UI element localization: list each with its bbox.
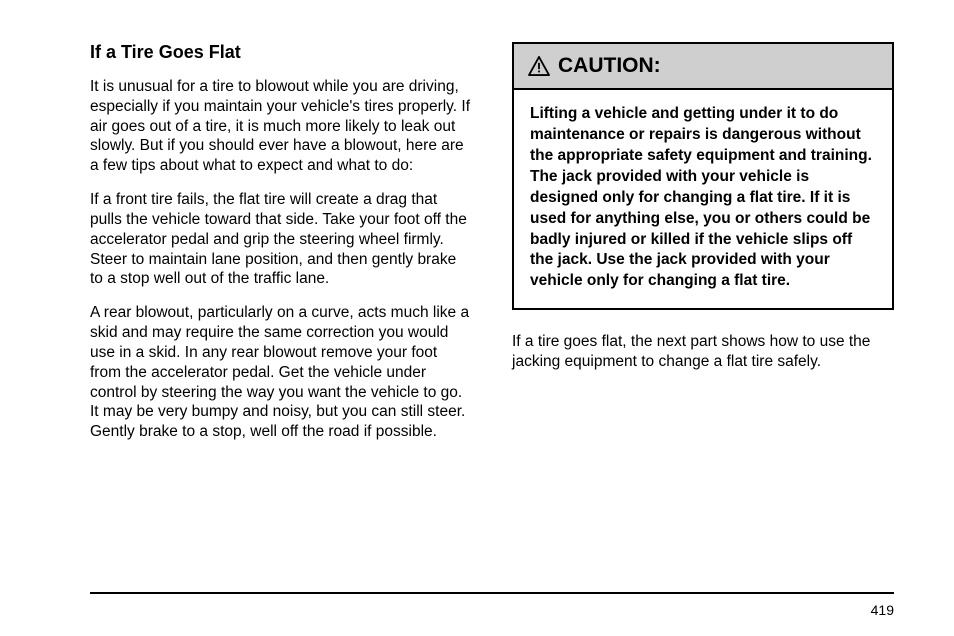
caution-callout-box: CAUTION: Lifting a vehicle and getting u… bbox=[512, 42, 894, 310]
left-column: If a Tire Goes Flat It is unusual for a … bbox=[90, 42, 472, 456]
two-column-layout: If a Tire Goes Flat It is unusual for a … bbox=[90, 42, 894, 456]
caution-body: Lifting a vehicle and getting under it t… bbox=[514, 90, 892, 308]
page-number: 419 bbox=[871, 602, 894, 618]
caution-header: CAUTION: bbox=[514, 44, 892, 90]
body-paragraph: It is unusual for a tire to blowout whil… bbox=[90, 77, 472, 176]
right-column: CAUTION: Lifting a vehicle and getting u… bbox=[512, 42, 894, 456]
body-paragraph: If a front tire fails, the flat tire wil… bbox=[90, 190, 472, 289]
section-heading: If a Tire Goes Flat bbox=[90, 42, 472, 63]
warning-triangle-icon bbox=[528, 56, 550, 76]
footer-rule bbox=[90, 592, 894, 594]
body-paragraph: If a tire goes flat, the next part shows… bbox=[512, 332, 894, 372]
body-paragraph: A rear blowout, particularly on a curve,… bbox=[90, 303, 472, 442]
caution-body-text: Lifting a vehicle and getting under it t… bbox=[530, 104, 876, 292]
caution-header-text: CAUTION: bbox=[558, 54, 661, 78]
